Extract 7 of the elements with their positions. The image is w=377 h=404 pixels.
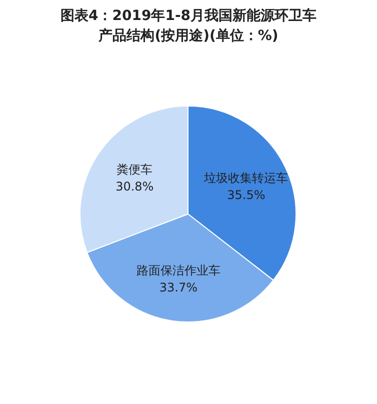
data-label: 30.8% xyxy=(116,180,154,194)
chart-title: 图表4：2019年1-8月我国新能源环卫车产品结构(按用途)(单位：%) xyxy=(60,6,318,46)
slice-label: 垃圾收集转运车 xyxy=(203,170,288,185)
data-label: 35.5% xyxy=(227,188,266,202)
slice-label: 路面保洁作业车 xyxy=(136,264,220,278)
slice-label: 粪便车 xyxy=(116,162,153,177)
data-label: 33.7% xyxy=(159,280,198,295)
